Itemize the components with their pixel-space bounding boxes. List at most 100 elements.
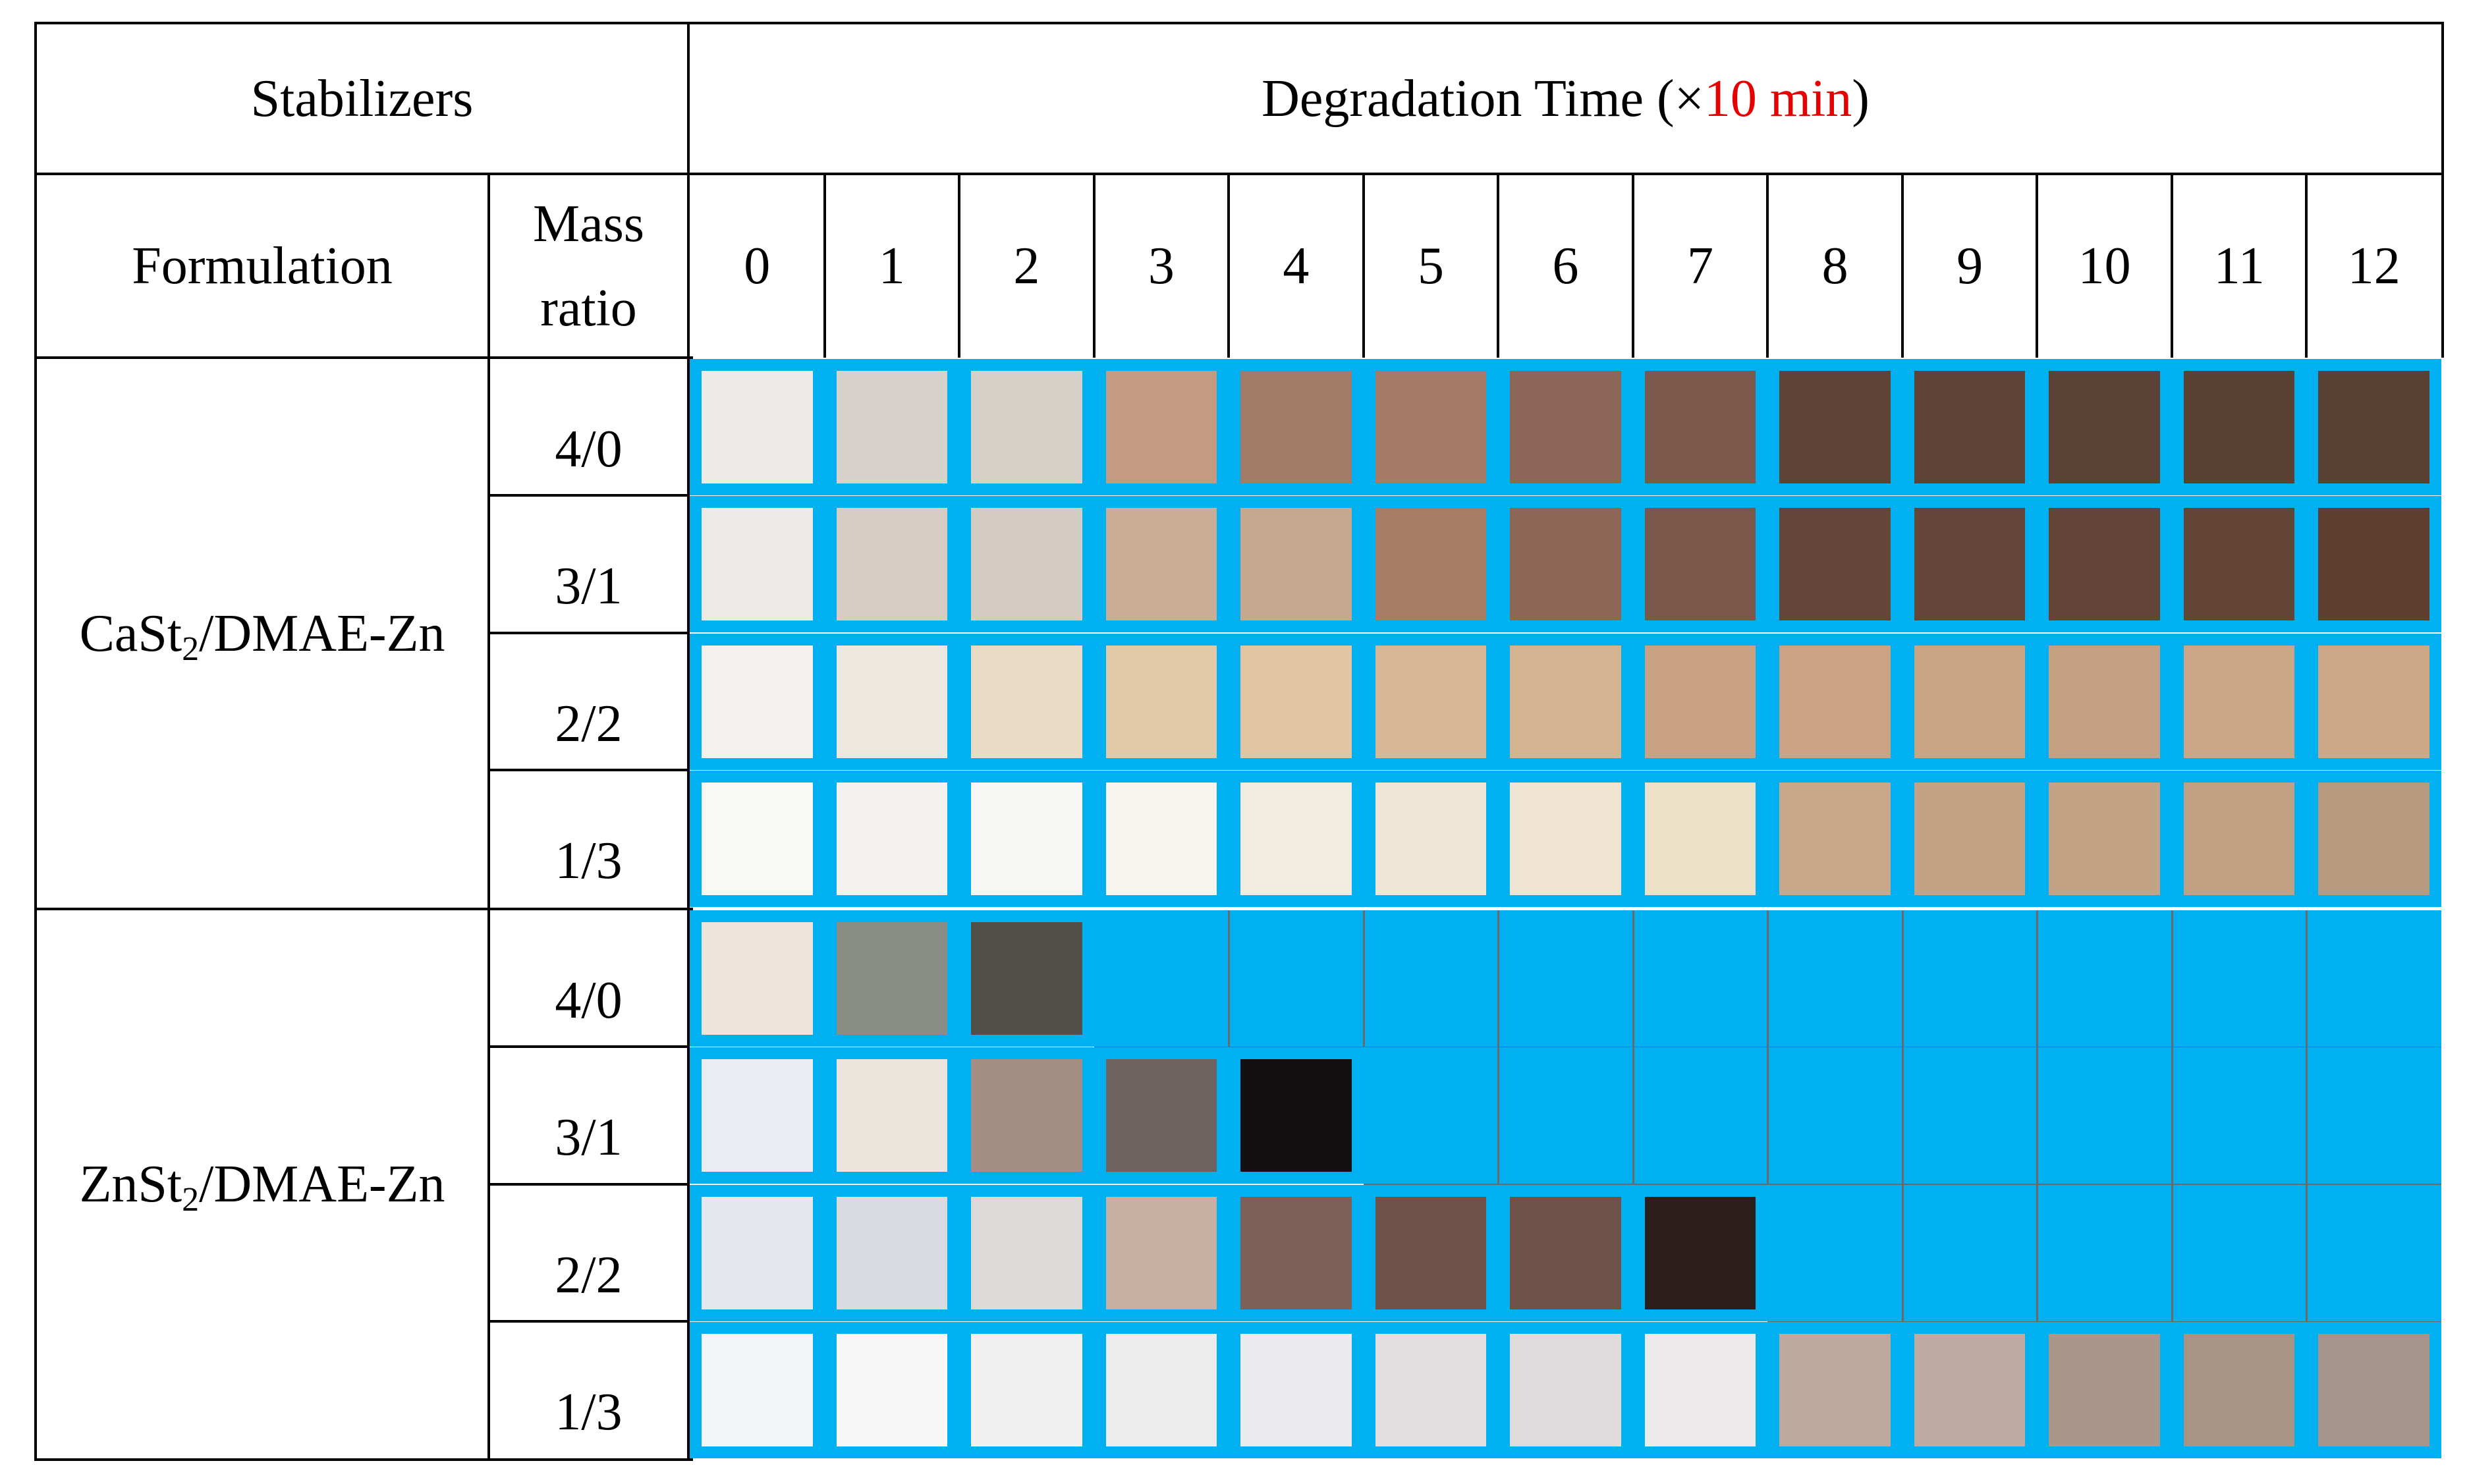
sample-swatch xyxy=(1229,771,1364,907)
sample-color xyxy=(971,508,1082,620)
sample-swatch xyxy=(1498,634,1633,770)
time-point-9: 9 xyxy=(1956,236,1984,295)
sample-color xyxy=(1240,1059,1352,1172)
sample-swatch xyxy=(824,1185,960,1321)
frame-bottom xyxy=(34,1458,693,1461)
sample-color xyxy=(836,1197,948,1309)
sample-swatch xyxy=(1498,771,1633,907)
sample-color xyxy=(2183,371,2295,483)
sample-color xyxy=(1240,508,1352,620)
frame-top xyxy=(34,22,2444,24)
sample-swatch xyxy=(2037,496,2172,632)
time-header-divider xyxy=(2170,173,2173,358)
sample-swatch xyxy=(959,359,1094,495)
formulation-label: Formulation xyxy=(132,236,393,295)
sample-color xyxy=(971,646,1082,758)
sample-color xyxy=(836,1334,948,1446)
formulation-label-ca: CaSt2/DMAE-Zn xyxy=(79,604,445,668)
sample-swatch xyxy=(2037,359,2172,495)
sample-swatch xyxy=(1632,1185,1768,1321)
sample-swatch xyxy=(1902,771,2038,907)
sample-swatch xyxy=(1767,1322,1902,1458)
sample-color xyxy=(1510,1334,1621,1446)
sample-color xyxy=(1510,508,1621,620)
sample-color xyxy=(1105,646,1217,758)
sample-color xyxy=(1914,508,2026,620)
sample-color xyxy=(1914,646,2026,758)
time-point-7: 7 xyxy=(1687,236,1714,295)
sample-swatch xyxy=(824,1047,960,1184)
sample-color xyxy=(836,922,948,1035)
sample-swatch xyxy=(1094,771,1229,907)
sample-swatch xyxy=(2306,771,2441,907)
mass-ratio-line2: ratio xyxy=(540,279,637,337)
sample-swatch xyxy=(959,1185,1094,1321)
sample-swatch xyxy=(1498,1185,1633,1321)
sample-swatch xyxy=(1902,359,2038,495)
sample-color xyxy=(1240,1334,1352,1446)
sample-swatch xyxy=(690,771,825,907)
stabilizers-header: Stabilizers xyxy=(37,24,687,173)
sample-swatch xyxy=(959,910,1094,1047)
sample-color xyxy=(702,922,813,1035)
sample-swatch xyxy=(1767,771,1902,907)
sample-swatch xyxy=(1094,1047,1229,1184)
sample-color xyxy=(1914,783,2026,895)
sample-swatch xyxy=(2037,634,2172,770)
sample-swatch xyxy=(1094,496,1229,632)
sample-swatch xyxy=(1363,634,1499,770)
sample-swatch xyxy=(1363,771,1499,907)
sample-color xyxy=(702,1334,813,1446)
sample-color xyxy=(1644,783,1756,895)
mass-ratio-value: 1/3 xyxy=(555,832,623,890)
formulation-label-zn: ZnSt2/DMAE-Zn xyxy=(79,1155,445,1219)
sample-swatch xyxy=(824,910,960,1047)
time-point-8: 8 xyxy=(1821,236,1848,295)
sample-swatch xyxy=(2171,771,2307,907)
sample-color xyxy=(702,646,813,758)
sample-swatch xyxy=(1363,1185,1499,1321)
frame-mass-divider xyxy=(487,173,490,1461)
mass-ratio-value: 2/2 xyxy=(555,1246,623,1304)
sample-swatch xyxy=(959,496,1094,632)
sample-swatch xyxy=(1229,1185,1364,1321)
sample-color xyxy=(1375,1334,1487,1446)
sample-swatch xyxy=(1632,496,1768,632)
sample-color xyxy=(2183,646,2295,758)
sample-color xyxy=(702,783,813,895)
frame-right xyxy=(2441,22,2444,358)
sample-swatch xyxy=(824,1322,960,1458)
sample-color xyxy=(702,1059,813,1172)
time-point-11: 11 xyxy=(2213,236,2265,295)
sample-swatch xyxy=(1363,1322,1499,1458)
sample-swatch xyxy=(824,359,960,495)
sample-color xyxy=(2049,1334,2160,1446)
sample-color xyxy=(1644,1197,1756,1309)
sample-color xyxy=(971,371,1082,483)
sample-color xyxy=(1375,371,1487,483)
degraded-cell-divider xyxy=(2306,910,2308,1047)
sample-color xyxy=(1105,1059,1217,1172)
sample-swatch xyxy=(1767,359,1902,495)
sample-swatch xyxy=(1498,496,1633,632)
frame-header-line xyxy=(34,173,2444,175)
sample-swatch xyxy=(2037,1322,2172,1458)
sample-color xyxy=(971,1197,1082,1309)
degraded-cell-divider xyxy=(2171,1185,2173,1321)
frame-subheader-line xyxy=(34,356,693,359)
sample-swatch xyxy=(959,634,1094,770)
sample-color xyxy=(1779,783,1891,895)
mass-ratio-value: 4/0 xyxy=(555,972,623,1030)
ratio-row-divider xyxy=(489,1183,690,1186)
time-header-divider xyxy=(2305,173,2308,358)
frame-stabilizer-divider xyxy=(687,22,690,1461)
sample-swatch xyxy=(1767,634,1902,770)
sample-color xyxy=(1105,783,1217,895)
sample-swatch xyxy=(1229,1047,1364,1184)
sample-color xyxy=(2318,508,2429,620)
sample-swatch xyxy=(1094,1322,1229,1458)
sample-color xyxy=(1240,646,1352,758)
sample-swatch xyxy=(1902,1322,2038,1458)
degraded-cell-divider xyxy=(2036,1047,2039,1184)
sample-color xyxy=(2049,646,2160,758)
